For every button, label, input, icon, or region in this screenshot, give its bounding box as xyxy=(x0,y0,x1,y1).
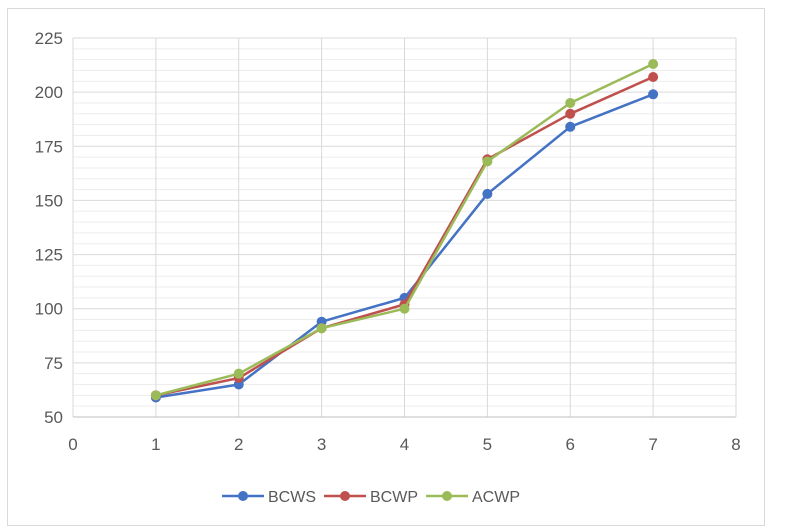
y-tick-label: 200 xyxy=(35,83,63,102)
y-tick-label: 175 xyxy=(35,137,63,156)
data-point xyxy=(648,89,659,100)
y-tick-label: 125 xyxy=(35,246,63,265)
legend-label: BCWS xyxy=(268,489,316,506)
y-tick-label: 100 xyxy=(35,300,63,319)
legend: BCWS BCWP ACWP xyxy=(222,489,520,506)
data-point xyxy=(233,368,244,379)
x-tick-label: 5 xyxy=(483,435,492,454)
legend-marker xyxy=(340,491,350,501)
data-point xyxy=(482,188,493,199)
y-tick-label: 75 xyxy=(44,354,63,373)
data-point xyxy=(316,323,327,334)
y-tick-labels: 50 75 100 125 150 175 200 225 xyxy=(35,29,63,427)
legend-label: BCWP xyxy=(370,489,418,506)
data-point xyxy=(565,97,576,108)
legend-item-bcwp: BCWP xyxy=(324,489,418,506)
legend-label: ACWP xyxy=(472,489,520,506)
x-tick-label: 3 xyxy=(317,435,326,454)
legend-item-bcws: BCWS xyxy=(222,489,316,506)
x-tick-label: 2 xyxy=(234,435,243,454)
y-tick-label: 150 xyxy=(35,191,63,210)
x-tick-label: 7 xyxy=(648,435,657,454)
data-point xyxy=(399,303,410,314)
x-tick-labels: 0 1 2 3 4 5 6 7 8 xyxy=(68,435,740,454)
data-point xyxy=(648,58,659,69)
legend-marker xyxy=(238,491,248,501)
data-point xyxy=(482,156,493,167)
series xyxy=(150,58,659,403)
x-tick-label: 6 xyxy=(566,435,575,454)
legend-item-acwp: ACWP xyxy=(426,489,520,506)
data-point xyxy=(648,71,659,82)
x-tick-label: 8 xyxy=(731,435,740,454)
chart-frame xyxy=(7,8,765,526)
grid xyxy=(72,37,737,417)
y-tick-label: 50 xyxy=(44,408,63,427)
y-tick-label: 225 xyxy=(35,29,63,48)
legend-marker xyxy=(442,491,452,501)
data-point xyxy=(565,121,576,132)
data-point xyxy=(150,390,161,401)
data-point xyxy=(565,108,576,119)
series-acwp xyxy=(150,58,659,401)
x-tick-label: 0 xyxy=(68,435,77,454)
x-tick-label: 1 xyxy=(151,435,160,454)
x-tick-label: 4 xyxy=(400,435,409,454)
